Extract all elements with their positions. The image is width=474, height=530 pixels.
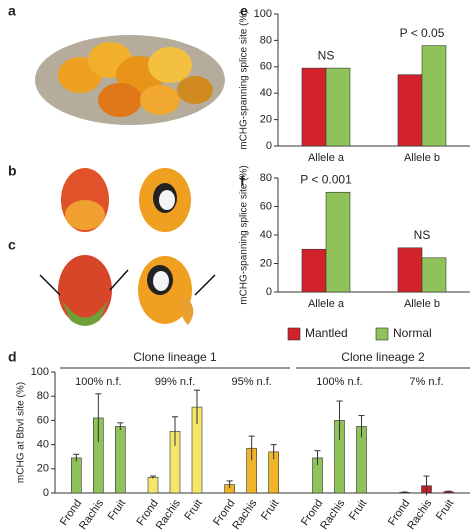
panel-label: a — [8, 3, 16, 19]
x-tick-label: Fruit — [434, 498, 456, 523]
y-tick-label: 60 — [260, 61, 272, 73]
x-tick-label: Fruit — [106, 498, 128, 523]
x-tick-label: Allele a — [308, 152, 345, 164]
x-tick-label: Fruit — [182, 498, 204, 523]
bar — [115, 426, 126, 494]
bar — [325, 67, 351, 147]
y-tick-label: 40 — [37, 439, 49, 451]
x-tick-label: Rachis — [154, 497, 183, 530]
legend-label: Mantled — [305, 326, 348, 340]
x-tick-label: Fruit — [347, 498, 369, 523]
y-tick-label: 40 — [260, 229, 272, 241]
bar — [71, 457, 82, 494]
bar — [301, 248, 327, 293]
y-tick-label: 40 — [260, 87, 272, 99]
panel-label: c — [8, 237, 16, 253]
group-annotation: 95% n.f. — [231, 376, 271, 388]
lineage-label: Clone lineage 2 — [341, 350, 425, 364]
y-tick-label: 0 — [266, 140, 272, 152]
y-tick-label: 0 — [266, 286, 272, 298]
bar — [147, 476, 159, 494]
y-tick-label: 80 — [260, 34, 272, 46]
x-tick-label: Rachis — [318, 497, 347, 530]
annotation: P < 0.001 — [300, 172, 352, 186]
y-tick-label: 20 — [37, 463, 49, 475]
y-tick-label: 20 — [260, 257, 272, 269]
bar — [397, 74, 423, 147]
y-tick-label: 80 — [37, 390, 49, 402]
group-annotation: 100% n.f. — [316, 376, 362, 388]
y-tick-label: 60 — [37, 414, 49, 426]
bar — [397, 247, 423, 293]
x-tick-label: Allele b — [404, 298, 440, 310]
y-axis-label: mCHG-spanning splice site (%) — [239, 165, 250, 305]
x-tick-label: Allele a — [308, 298, 345, 310]
photo-bunch — [35, 35, 225, 125]
x-tick-label: Fruit — [259, 498, 281, 523]
photo-fruit-b — [61, 168, 191, 232]
group-annotation: 100% n.f. — [75, 376, 121, 388]
photo-fruit-c — [39, 255, 216, 326]
y-axis-label: mCHG-spanning splice site (%) — [239, 10, 250, 150]
bar — [421, 45, 447, 147]
annotation: NS — [414, 228, 431, 242]
panel-label: e — [240, 3, 248, 19]
y-tick-label: 80 — [260, 172, 272, 184]
x-tick-label: Allele b — [404, 152, 440, 164]
lineage-label: Clone lineage 1 — [133, 350, 217, 364]
legend-swatch — [287, 327, 301, 341]
bar — [325, 191, 351, 293]
panel-label: d — [8, 349, 17, 365]
bar — [301, 67, 327, 147]
y-tick-label: 100 — [31, 366, 49, 378]
group-annotation: 7% n.f. — [409, 376, 443, 388]
annotation: P < 0.05 — [400, 26, 445, 40]
legend-label: Normal — [393, 326, 432, 340]
x-tick-label: Rachis — [77, 497, 106, 530]
legend-swatch — [375, 327, 389, 341]
y-tick-label: 100 — [254, 8, 272, 20]
panel-label: f — [240, 173, 245, 189]
panel-label: b — [8, 163, 17, 179]
x-tick-label: Rachis — [230, 497, 259, 530]
bar — [421, 257, 447, 293]
group-annotation: 99% n.f. — [155, 376, 195, 388]
y-axis-label: mCHG at BbvI site (%) — [16, 382, 27, 483]
x-tick-label: Rachis — [405, 497, 434, 530]
annotation: NS — [318, 48, 335, 62]
y-tick-label: 0 — [43, 487, 49, 499]
y-tick-label: 20 — [260, 114, 272, 126]
y-tick-label: 60 — [260, 200, 272, 212]
